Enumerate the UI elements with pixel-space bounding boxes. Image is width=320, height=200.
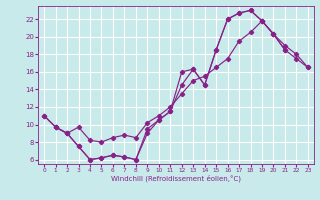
X-axis label: Windchill (Refroidissement éolien,°C): Windchill (Refroidissement éolien,°C) (111, 175, 241, 182)
